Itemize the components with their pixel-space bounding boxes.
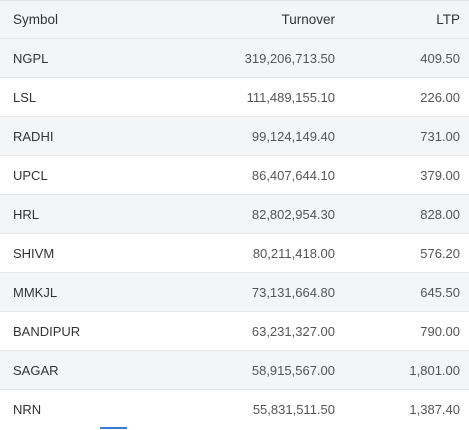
symbol-cell: RADHI xyxy=(13,128,54,144)
table-row[interactable]: NGPL 319,206,713.50 409.50 xyxy=(0,39,469,78)
table-row[interactable]: UPCL 86,407,644.10 379.00 xyxy=(0,156,469,195)
symbol-cell: SAGAR xyxy=(13,362,59,378)
ltp-cell: 226.00 xyxy=(420,89,460,105)
table-row[interactable]: SAGAR 58,915,567.00 1,801.00 xyxy=(0,351,469,390)
ltp-cell: 379.00 xyxy=(420,167,460,183)
symbol-cell: SHIVM xyxy=(13,245,55,261)
column-header-turnover[interactable]: Turnover xyxy=(281,12,335,27)
ltp-cell: 1,387.40 xyxy=(409,401,460,417)
turnover-cell: 99,124,149.40 xyxy=(251,128,335,144)
turnover-cell: 82,802,954.30 xyxy=(251,206,335,222)
turnover-cell: 73,131,664.80 xyxy=(251,284,335,300)
column-header-symbol[interactable]: Symbol xyxy=(13,12,59,27)
table-row[interactable]: NRN 55,831,511.50 1,387.40 xyxy=(0,390,469,428)
turnover-cell: 86,407,644.10 xyxy=(251,167,335,183)
symbol-cell: MMKJL xyxy=(13,284,58,300)
symbol-cell: BANDIPUR xyxy=(13,323,81,339)
ltp-cell: 645.50 xyxy=(420,284,460,300)
turnover-cell: 63,231,327.00 xyxy=(251,323,335,339)
symbol-cell: NRN xyxy=(13,401,42,417)
ltp-cell: 828.00 xyxy=(420,206,460,222)
ltp-cell: 576.20 xyxy=(420,245,460,261)
turnover-cell: 111,489,155.10 xyxy=(246,89,335,105)
table-row[interactable]: BANDIPUR 63,231,327.00 790.00 xyxy=(0,312,469,351)
turnover-cell: 80,211,418.00 xyxy=(252,245,335,261)
turnover-cell: 58,915,567.00 xyxy=(251,362,335,378)
table-row[interactable]: MMKJL 73,131,664.80 645.50 xyxy=(0,273,469,312)
column-header-ltp[interactable]: LTP xyxy=(436,12,460,27)
ltp-cell: 409.50 xyxy=(420,50,460,66)
symbol-cell: HRL xyxy=(13,206,40,222)
turnover-cell: 55,831,511.50 xyxy=(252,401,335,417)
ltp-cell: 790.00 xyxy=(420,323,460,339)
scroll-indicator[interactable] xyxy=(100,427,127,429)
table-header-row: Symbol Turnover LTP xyxy=(0,1,469,39)
table-row[interactable]: HRL 82,802,954.30 828.00 xyxy=(0,195,469,234)
ltp-cell: 1,801.00 xyxy=(409,362,460,378)
table-row[interactable]: LSL 111,489,155.10 226.00 xyxy=(0,78,469,117)
turnover-cell: 319,206,713.50 xyxy=(244,50,335,66)
ltp-cell: 731.00 xyxy=(420,128,460,144)
symbol-cell: LSL xyxy=(13,89,37,105)
table-row[interactable]: RADHI 99,124,149.40 731.00 xyxy=(0,117,469,156)
symbol-cell: UPCL xyxy=(13,167,48,183)
symbol-cell: NGPL xyxy=(13,50,49,66)
table-row[interactable]: SHIVM 80,211,418.00 576.20 xyxy=(0,234,469,273)
